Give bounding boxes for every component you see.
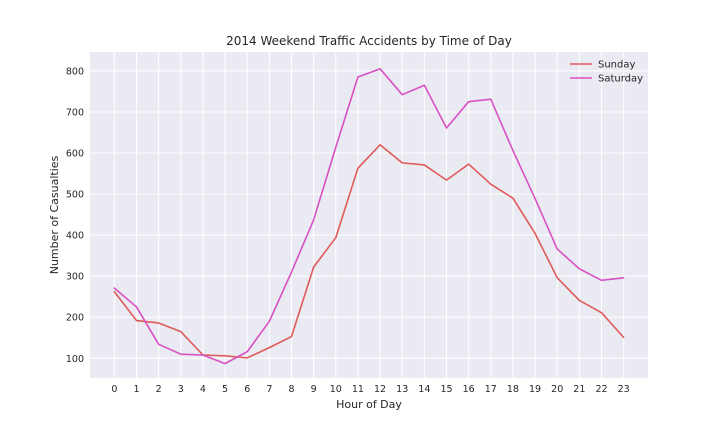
y-axis-ticks: 100 200 300 400 500 600 700 800 (66, 66, 84, 364)
y-tick-label: 500 (66, 190, 84, 201)
x-tick-label: 0 (111, 384, 117, 395)
y-tick-label: 800 (66, 66, 84, 77)
y-tick-label: 400 (66, 231, 84, 242)
legend-label-saturday: Saturday (598, 74, 643, 85)
y-axis-label: Number of Casualties (48, 155, 61, 274)
legend: Sunday Saturday (570, 60, 643, 85)
y-tick-label: 700 (66, 107, 84, 118)
x-tick-label: 9 (311, 384, 317, 395)
legend-label-sunday: Sunday (598, 60, 635, 71)
x-tick-label: 12 (374, 384, 386, 395)
x-tick-label: 2 (156, 384, 162, 395)
y-tick-label: 200 (66, 313, 84, 324)
y-tick-label: 100 (66, 354, 84, 365)
x-tick-label: 1 (133, 384, 139, 395)
x-tick-label: 22 (595, 384, 607, 395)
y-tick-label: 600 (66, 149, 84, 160)
series-line-sunday (113, 143, 625, 359)
x-tick-label: 20 (551, 384, 563, 395)
x-tick-label: 15 (440, 384, 452, 395)
plot-area (90, 52, 648, 378)
x-axis-label: Hour of Day (336, 398, 402, 411)
x-tick-label: 21 (573, 384, 585, 395)
x-tick-label: 7 (266, 384, 272, 395)
x-tick-label: 18 (507, 384, 519, 395)
x-tick-label: 23 (618, 384, 630, 395)
x-tick-label: 14 (418, 384, 430, 395)
x-tick-label: 8 (288, 384, 294, 395)
chart-title: 2014 Weekend Traffic Accidents by Time o… (226, 34, 512, 48)
x-tick-label: 6 (244, 384, 250, 395)
y-tick-label: 300 (66, 272, 84, 283)
x-tick-label: 3 (178, 384, 184, 395)
x-tick-label: 17 (485, 384, 497, 395)
x-tick-label: 16 (463, 384, 475, 395)
x-tick-label: 10 (330, 384, 342, 395)
grid-lines (90, 52, 648, 378)
x-tick-label: 13 (396, 384, 408, 395)
x-tick-label: 11 (352, 384, 364, 395)
x-tick-label: 19 (529, 384, 541, 395)
series-line-saturday (113, 68, 625, 365)
x-tick-label: 4 (200, 384, 206, 395)
x-tick-label: 5 (222, 384, 228, 395)
series-layer (113, 68, 625, 365)
x-axis-ticks: 0 1 2 3 4 5 6 7 8 9 10 11 12 13 14 15 16 17 18 19 20 21 22 23 (111, 384, 629, 395)
